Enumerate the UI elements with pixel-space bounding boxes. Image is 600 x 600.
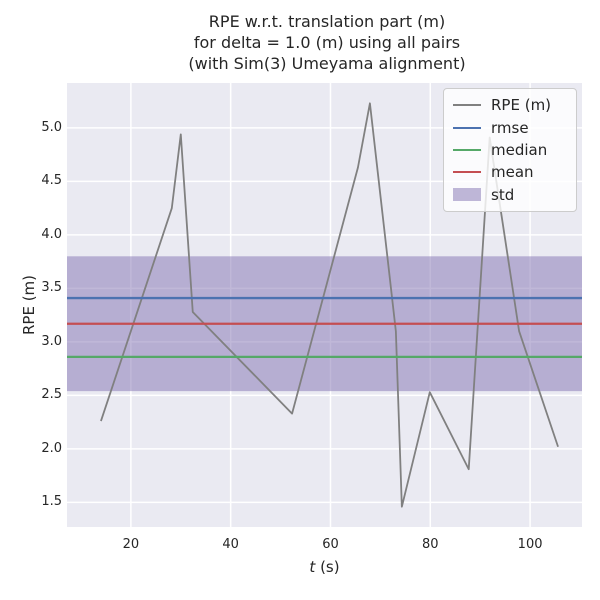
x-axis-label-symbol: t xyxy=(309,558,316,576)
legend-item-median: median xyxy=(453,139,567,161)
legend-item-label: median xyxy=(491,140,548,159)
legend-item-std: std xyxy=(453,184,567,206)
chart-title-line-3: (with Sim(3) Umeyama alignment) xyxy=(188,54,466,73)
legend-item-label: rmse xyxy=(491,118,529,137)
x-axis-label: t (s) xyxy=(67,558,582,576)
chart-title: RPE w.r.t. translation part (m) for delt… xyxy=(67,11,587,74)
chart-title-line-2: for delta = 1.0 (m) using all pairs xyxy=(193,33,461,52)
y-tick-label: 3.0 xyxy=(41,333,62,349)
legend-item-rpe-m-: RPE (m) xyxy=(453,94,567,116)
legend-item-label: RPE (m) xyxy=(491,96,552,115)
legend-patch-swatch-icon xyxy=(453,188,481,202)
x-axis-label-unit: (s) xyxy=(315,558,340,576)
chart-title-line-1: RPE w.r.t. translation part (m) xyxy=(208,12,446,31)
y-tick-label: 2.5 xyxy=(41,387,62,403)
legend-item-rmse: rmse xyxy=(453,117,567,139)
legend-line-swatch-icon xyxy=(453,148,481,151)
legend-item-label: mean xyxy=(491,163,534,182)
y-tick-label: 2.0 xyxy=(41,440,62,456)
legend-item-mean: mean xyxy=(453,161,567,183)
plot-area: RPE (m) rmse median mean std xyxy=(67,83,582,527)
y-tick-label: 4.0 xyxy=(41,226,62,242)
y-tick-label: 3.5 xyxy=(41,280,62,296)
legend-item-label: std xyxy=(491,185,515,204)
x-tick-label: 100 xyxy=(517,537,543,552)
legend-line-swatch-icon xyxy=(453,126,481,129)
y-tick-label: 4.5 xyxy=(41,173,62,189)
plot-canvas xyxy=(67,83,582,527)
x-tick-label: 40 xyxy=(222,537,239,552)
x-tick-label: 80 xyxy=(422,537,439,552)
legend-line-swatch-icon xyxy=(453,104,481,107)
legend-line-swatch-icon xyxy=(453,171,481,174)
y-tick-label: 1.5 xyxy=(41,494,62,510)
x-tick-label: 60 xyxy=(322,537,339,552)
legend: RPE (m) rmse median mean std xyxy=(443,88,577,212)
y-tick-label: 5.0 xyxy=(41,119,62,135)
x-tick-label: 20 xyxy=(122,537,140,552)
